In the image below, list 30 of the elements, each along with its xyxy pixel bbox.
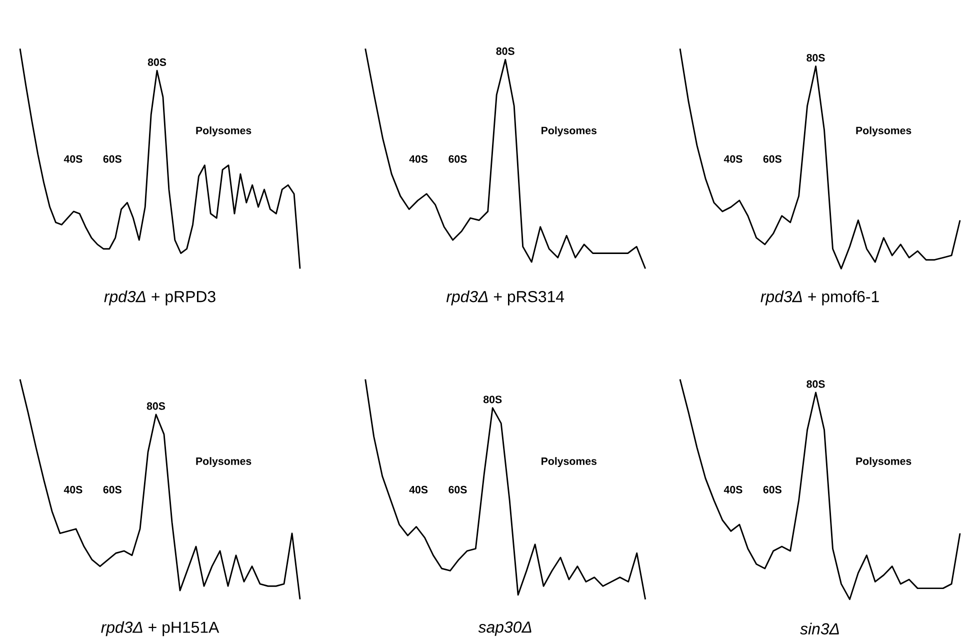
- annotation: 80S: [806, 380, 825, 388]
- annotation: 40S: [724, 155, 742, 163]
- annotation: 60S: [448, 155, 467, 163]
- annotation: Polysomes: [856, 126, 912, 136]
- annotation: 60S: [103, 155, 122, 163]
- annotation: 60S: [448, 486, 467, 494]
- text: sin3Δ: [800, 622, 839, 634]
- annotation: 40S: [409, 155, 428, 163]
- annotation: 80S: [496, 47, 514, 55]
- annotation: 80S: [806, 54, 825, 62]
- annotation: Polysomes: [196, 126, 252, 136]
- annotation: Polysomes: [196, 457, 252, 468]
- annotation: 80S: [148, 58, 166, 66]
- text: sap30Δ: [478, 621, 532, 636]
- annotation: 40S: [724, 486, 742, 494]
- annotation: 40S: [409, 486, 428, 494]
- annotation: 40S: [64, 486, 82, 494]
- annotation: Polysomes: [856, 457, 912, 468]
- text: rpd3Δ + pmof6-1: [760, 290, 879, 306]
- annotation: 80S: [484, 396, 502, 404]
- annotation: Polysomes: [542, 126, 597, 136]
- annotation: 60S: [103, 486, 122, 494]
- annotation: Polysomes: [542, 457, 597, 468]
- text: rpd3Δ + pRPD3: [104, 290, 216, 306]
- annotation: 60S: [763, 155, 782, 163]
- annotation: 80S: [146, 402, 166, 410]
- text: rpd3Δ + pH151A: [101, 621, 220, 636]
- text: rpd3Δ + pRS314: [446, 290, 564, 306]
- annotation: 40S: [64, 155, 82, 163]
- annotation: 60S: [763, 486, 782, 494]
